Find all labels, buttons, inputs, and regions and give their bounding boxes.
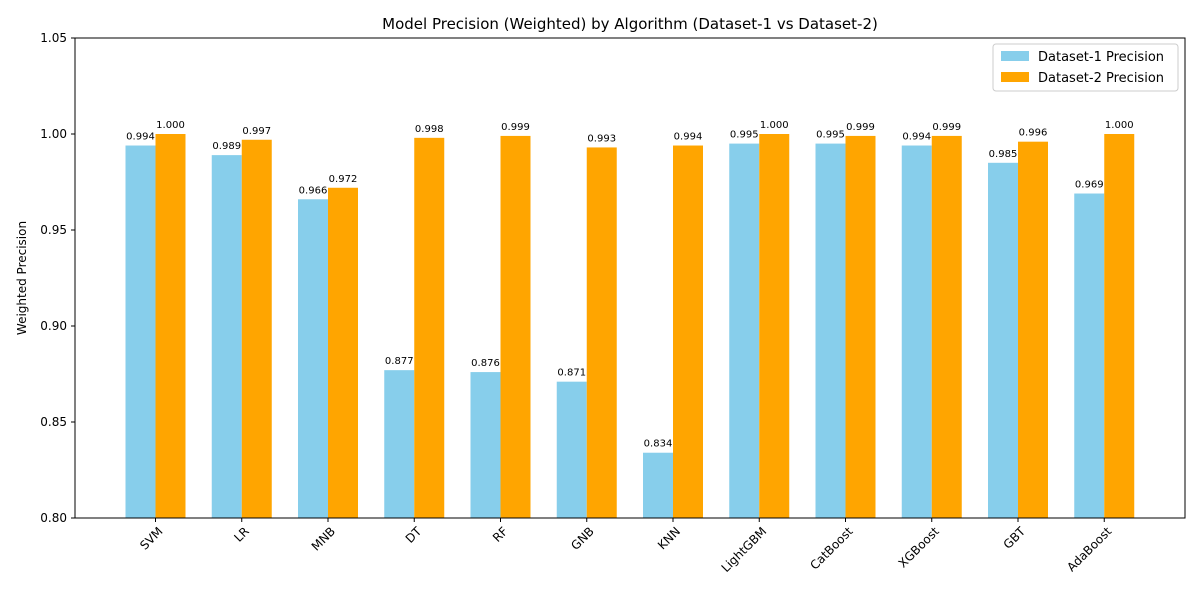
legend-swatch bbox=[1001, 51, 1029, 61]
bar-series-2-lr bbox=[241, 139, 272, 518]
bar-value-label: 0.969 bbox=[1075, 180, 1104, 191]
bar-series-2-lightgbm bbox=[759, 134, 790, 518]
y-tick-label: 0.80 bbox=[40, 511, 67, 525]
x-tick-label: GNB bbox=[568, 524, 597, 553]
bar-series-1-knn bbox=[643, 452, 673, 518]
bar-series-1-rf bbox=[470, 372, 501, 518]
x-tick-label: LR bbox=[231, 524, 252, 545]
y-axis-label: Weighted Precision bbox=[15, 221, 29, 335]
bar-value-label: 1.000 bbox=[156, 120, 185, 131]
bar-value-label: 1.000 bbox=[1105, 120, 1134, 131]
bar-series-2-gnb bbox=[586, 147, 617, 518]
bar-series-1-dt bbox=[384, 370, 415, 518]
x-tick-label: GBT bbox=[1001, 524, 1029, 552]
bar-value-label: 0.972 bbox=[329, 174, 358, 185]
bar-value-label: 0.999 bbox=[501, 122, 530, 133]
x-tick-label: DT bbox=[403, 524, 425, 546]
bar-series-1-lightgbm bbox=[729, 143, 760, 518]
bar-series-1-mnb bbox=[298, 199, 328, 518]
bar-value-label: 0.995 bbox=[730, 130, 759, 141]
bar-value-label: 0.994 bbox=[902, 132, 931, 143]
bar-series-1-lr bbox=[211, 155, 242, 518]
bar-series-2-xgboost bbox=[931, 135, 962, 519]
x-axis: SVM LR MNB DT RF GNB KNN LightGBM CatBoost XGBoos… bbox=[137, 518, 1115, 575]
bar-value-label: 0.997 bbox=[242, 126, 271, 137]
bar-series-1-gbt bbox=[988, 162, 1018, 519]
bar-series-2-svm bbox=[155, 134, 186, 518]
x-tick-label: SVM bbox=[137, 524, 165, 552]
bar-series-2-knn bbox=[673, 145, 703, 518]
x-tick-label: MNB bbox=[309, 524, 338, 553]
bar-value-label: 0.876 bbox=[471, 358, 500, 369]
bar-value-label: 0.871 bbox=[557, 368, 586, 379]
bar-value-label: 0.994 bbox=[674, 132, 703, 143]
chart-title: Model Precision (Weighted) by Algorithm … bbox=[382, 15, 878, 33]
x-tick-label: CatBoost bbox=[807, 524, 856, 573]
x-tick-label: AdaBoost bbox=[1064, 524, 1114, 574]
x-tick-label: XGBoost bbox=[896, 524, 942, 570]
bar-series-2-adaboost bbox=[1104, 134, 1135, 518]
bar-series-1-gnb bbox=[556, 381, 587, 518]
bar-value-label: 0.995 bbox=[816, 130, 845, 141]
bar-value-label: 0.966 bbox=[299, 185, 328, 196]
legend-label: Dataset-1 Precision bbox=[1038, 50, 1164, 65]
bar-series-1-adaboost bbox=[1074, 193, 1105, 518]
bar-series-2-rf bbox=[500, 135, 531, 519]
bar-value-label: 0.998 bbox=[415, 124, 444, 135]
x-tick-label: RF bbox=[490, 524, 511, 545]
y-tick-label: 1.05 bbox=[40, 31, 67, 45]
bar-value-label: 0.985 bbox=[989, 149, 1018, 160]
bar-value-label: 0.834 bbox=[644, 439, 673, 450]
x-tick-label: LightGBM bbox=[719, 524, 770, 575]
bar-value-label: 0.989 bbox=[212, 141, 241, 152]
bar-series-2-mnb bbox=[328, 187, 358, 518]
bar-series-1-svm bbox=[125, 145, 156, 518]
bar-series-2-catboost bbox=[845, 135, 876, 519]
legend-swatch bbox=[1001, 72, 1029, 82]
legend: Dataset-1 Precision Dataset-2 Precision bbox=[992, 43, 1179, 92]
x-tick-label: KNN bbox=[655, 524, 683, 552]
y-tick-label: 0.90 bbox=[40, 319, 67, 333]
bar-series-1-catboost bbox=[815, 143, 846, 518]
bar-series-2-gbt bbox=[1018, 141, 1048, 518]
plot-frame bbox=[74, 37, 1186, 519]
bar-series-1-xgboost bbox=[901, 145, 932, 518]
bar-value-label: 0.999 bbox=[846, 122, 875, 133]
legend-label: Dataset-2 Precision bbox=[1038, 71, 1164, 86]
bar-value-label: 0.996 bbox=[1019, 128, 1048, 139]
y-axis: 0.80 0.85 0.90 0.95 1.00 1.05 bbox=[40, 31, 75, 525]
bar-value-label: 1.000 bbox=[760, 120, 789, 131]
bar-value-label: 0.993 bbox=[587, 133, 616, 144]
bar-value-label: 0.877 bbox=[385, 356, 414, 367]
bar-value-label: 0.994 bbox=[126, 132, 155, 143]
bar-series-2-dt bbox=[414, 137, 445, 518]
bar-labels-layer: 0.9941.0000.9890.9970.9660.9720.8770.998… bbox=[126, 120, 1133, 450]
y-tick-label: 0.95 bbox=[40, 223, 67, 237]
y-tick-label: 1.00 bbox=[40, 127, 67, 141]
bar-value-label: 0.999 bbox=[932, 122, 961, 133]
bars-layer bbox=[125, 134, 1135, 519]
y-tick-label: 0.85 bbox=[40, 415, 67, 429]
legend-box bbox=[992, 43, 1179, 92]
